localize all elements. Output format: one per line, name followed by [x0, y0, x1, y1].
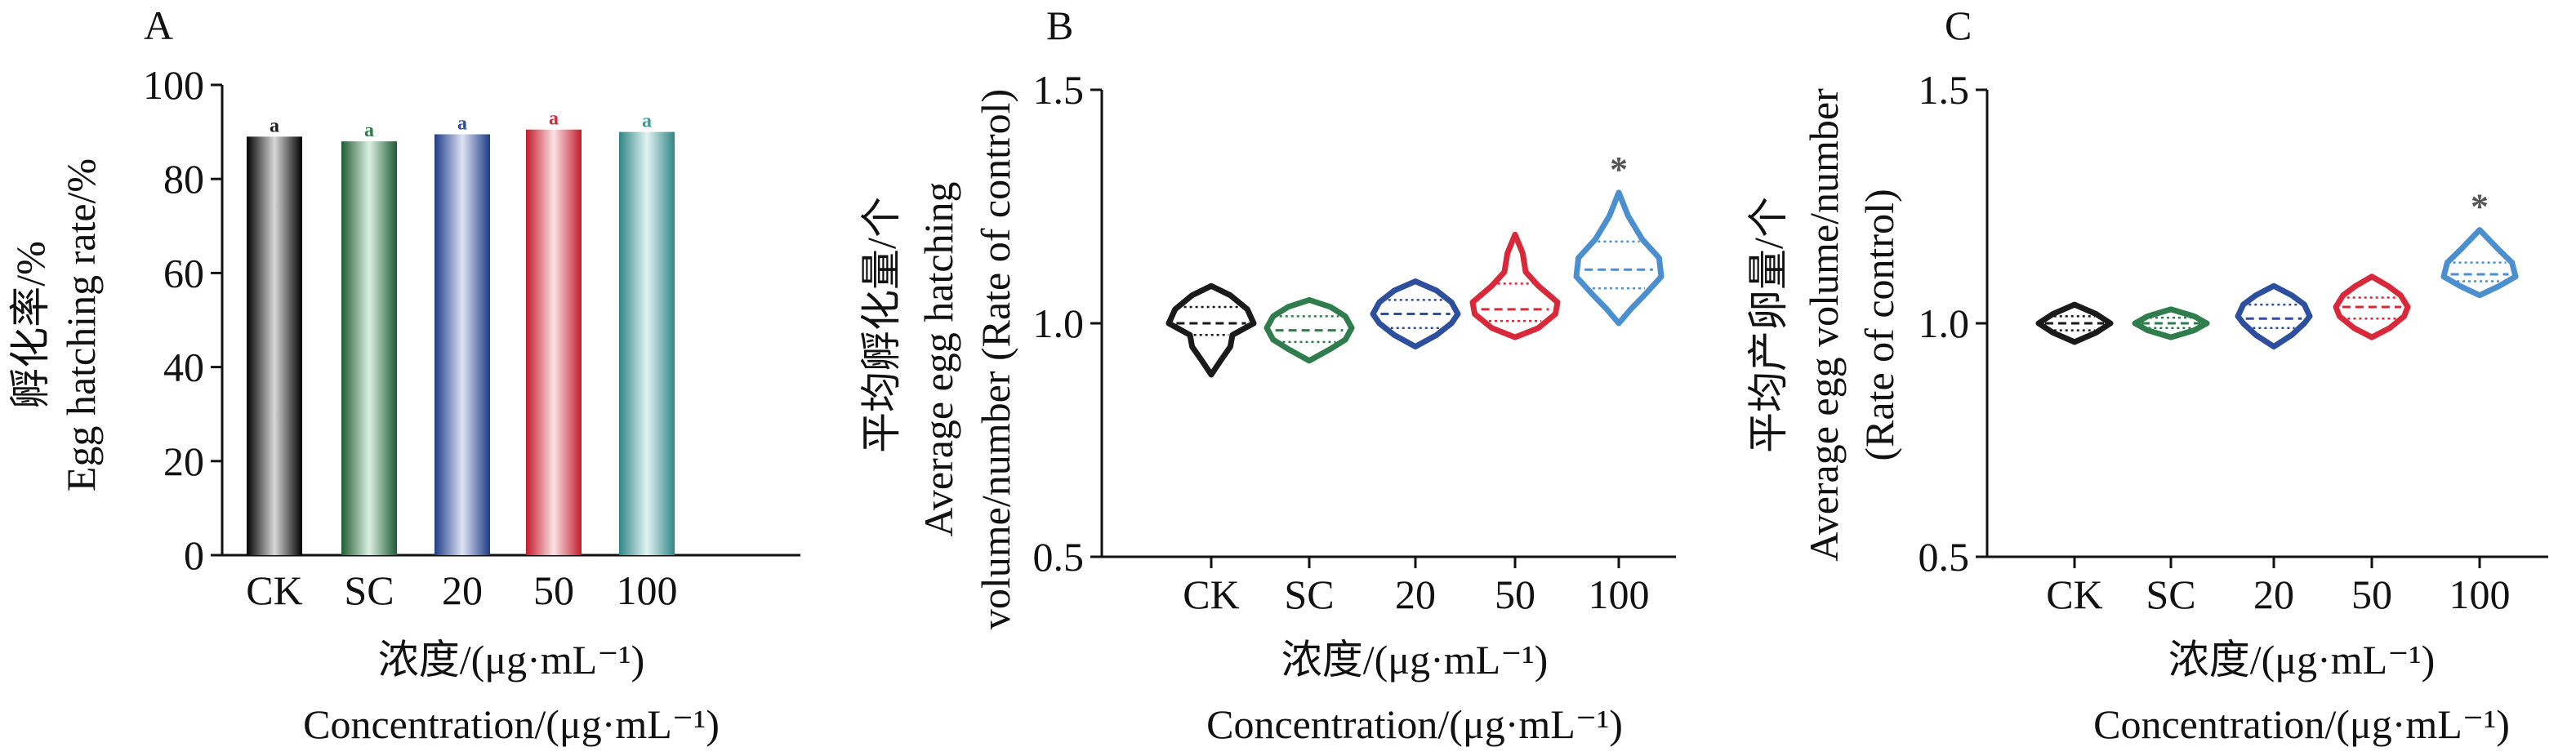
panel-c-letter: C: [1945, 2, 1972, 48]
bar-CK: [247, 136, 302, 556]
panel-c: C 平均产卵量/个 Average egg volume/number (Rat…: [1745, 2, 2548, 747]
x-tick-label: 20: [1395, 571, 1436, 617]
x-tick-label: 100: [1589, 571, 1650, 617]
x-tick-label: SC: [1284, 571, 1334, 617]
bar-SC: [341, 141, 397, 555]
panel-c-violins: *: [2035, 187, 2519, 350]
panel-a-ylabel-cn: 孵化率/%: [7, 241, 53, 409]
significance-letter: a: [549, 109, 559, 130]
y-tick-label: 0: [184, 532, 204, 578]
violin-20: [1370, 278, 1461, 350]
y-tick-label: 1.0: [1919, 300, 1970, 346]
significance-letter: a: [457, 113, 467, 134]
x-tick-label: 50: [2351, 571, 2392, 617]
violin-20: [2235, 282, 2313, 350]
y-tick-label: 60: [163, 250, 204, 296]
significance-star: *: [2471, 187, 2489, 227]
violin-CK: [1165, 282, 1257, 378]
panel-a-letter: A: [144, 2, 173, 48]
panel-b: B 平均孵化量/个 Average egg hatching volume/nu…: [858, 2, 1676, 747]
panel-c-x-ticks: CK SC 20 50 100: [2046, 557, 2511, 617]
x-tick-label: CK: [246, 567, 302, 613]
panel-b-y-ticks: 0.5 1.0 1.5: [1033, 67, 1102, 580]
significance-letter: a: [270, 115, 279, 136]
y-tick-label: 0.5: [1919, 534, 1970, 580]
significance-letter: a: [364, 120, 374, 141]
x-tick-label: CK: [2046, 571, 2102, 617]
y-tick-label: 0.5: [1033, 534, 1085, 580]
panel-a: A 孵化率/% Egg hatching rate/% 0 20 40 60 80 100…: [7, 2, 800, 747]
x-tick-label: 50: [1495, 571, 1535, 617]
panel-c-xlabel-cn: 浓度/(μg·mL⁻¹): [2168, 637, 2435, 683]
panel-c-ylabel-cn: 平均产卵量/个: [1745, 197, 1791, 453]
panel-a-x-ticks: CK SC 20 50 100: [246, 567, 677, 613]
y-tick-label: 100: [143, 62, 204, 108]
x-tick-label: 20: [2253, 571, 2294, 617]
y-tick-label: 40: [163, 345, 204, 390]
violin-100: [1573, 189, 1665, 327]
x-tick-label: SC: [344, 567, 394, 613]
significance-star: *: [1610, 149, 1628, 189]
panel-b-violins: *: [1165, 149, 1665, 378]
y-tick-label: 1.5: [1919, 67, 1970, 113]
panel-c-xlabel-en: Concentration/(μg·mL⁻¹): [2093, 701, 2510, 747]
violin-50: [1469, 231, 1561, 340]
panel-b-ylabel-en-1: Average egg hatching: [916, 182, 961, 537]
panel-a-xlabel-cn: 浓度/(μg·mL⁻¹): [378, 637, 644, 683]
panel-c-ylabel-en-1: Average egg volume/number: [1801, 88, 1847, 562]
panel-a-xlabel-en: Concentration/(μg·mL⁻¹): [303, 701, 720, 747]
panel-b-ylabel-en-2: volume/number (Rate of control): [973, 89, 1018, 629]
bar-50: [526, 129, 582, 556]
panel-b-xlabel-en: Concentration/(μg·mL⁻¹): [1206, 701, 1623, 747]
panel-a-ylabel-en: Egg hatching rate/%: [58, 158, 104, 491]
panel-c-y-ticks: 0.5 1.0 1.5: [1919, 67, 1987, 580]
bar-100: [619, 131, 675, 556]
bar-20: [435, 134, 490, 556]
panel-b-letter: B: [1046, 2, 1073, 48]
y-tick-label: 1.0: [1033, 300, 1085, 346]
panel-b-xlabel-cn: 浓度/(μg·mL⁻¹): [1281, 637, 1548, 683]
panel-c-ylabel-en-2: (Rate of control): [1856, 189, 1902, 460]
y-tick-label: 80: [163, 156, 204, 202]
panel-a-y-ticks: 0 20 40 60 80 100: [143, 62, 222, 578]
significance-letter: a: [642, 111, 652, 132]
x-tick-label: 100: [617, 567, 678, 613]
x-tick-label: 100: [2449, 571, 2511, 617]
panel-b-x-ticks: CK SC 20 50 100: [1183, 557, 1650, 617]
panel-b-ylabel-cn: 平均孵化量/个: [858, 197, 904, 453]
x-tick-label: 50: [533, 567, 574, 613]
violin-100: [2440, 227, 2519, 299]
x-tick-label: SC: [2146, 571, 2195, 617]
y-tick-label: 20: [163, 438, 204, 484]
y-tick-label: 1.5: [1033, 67, 1085, 113]
x-tick-label: 20: [442, 567, 483, 613]
x-tick-label: CK: [1183, 571, 1239, 617]
